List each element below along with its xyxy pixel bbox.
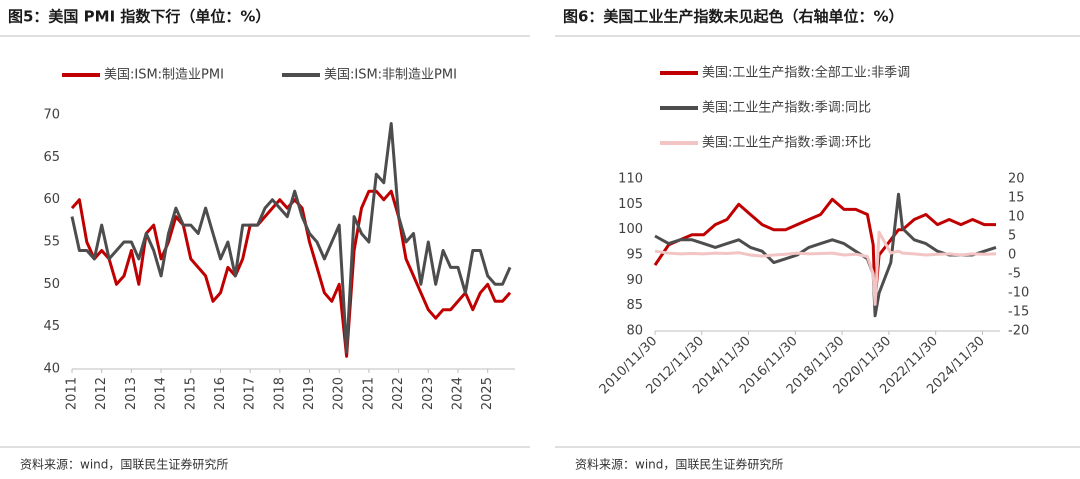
- y2-tick-label: 20: [1008, 172, 1025, 187]
- x-tick-label: 2019: [302, 377, 317, 410]
- y2-tick-label: -10: [1008, 286, 1029, 301]
- y-tick-label: 90: [626, 273, 643, 288]
- y-tick-label: 50: [43, 277, 60, 292]
- series-line: [654, 192, 997, 318]
- legend-label: 美国:ISM:制造业PMI: [104, 68, 224, 83]
- legend-label: 美国:工业生产指数:季调:环比: [702, 136, 871, 151]
- x-tick-label: 2022: [391, 377, 406, 410]
- x-tick-label: 2016: [213, 377, 228, 410]
- series-line: [70, 122, 512, 354]
- series-line: [70, 189, 512, 358]
- x-tick-label: 2011: [65, 377, 80, 410]
- x-tick-label: 2015: [183, 377, 198, 410]
- x-tick-label: 2018: [272, 377, 287, 410]
- y-tick-label: 105: [618, 197, 643, 212]
- legend-label: 美国:工业生产指数:季调:同比: [702, 101, 871, 116]
- source-note: 资料来源：wind，国联民生证券研究所: [20, 457, 228, 472]
- x-tick-label: 2014: [154, 377, 169, 410]
- x-tick-label: 2021: [361, 377, 376, 410]
- x-tick-label: 2017: [243, 377, 258, 410]
- y-tick-label: 95: [626, 248, 643, 263]
- x-tick-label: 2012: [94, 377, 109, 410]
- x-tick-label: 2025: [480, 377, 495, 410]
- y-tick-label: 70: [43, 108, 60, 123]
- y-tick-label: 85: [626, 298, 643, 313]
- series-line: [653, 197, 996, 303]
- panel-title: 图6：美国工业生产指数未见起色（右轴单位：%）: [563, 8, 903, 26]
- y-tick-label: 40: [43, 362, 60, 377]
- y2-tick-label: 15: [1008, 191, 1025, 206]
- y2-tick-label: 5: [1008, 229, 1016, 244]
- y-tick-label: 55: [43, 235, 60, 250]
- y-tick-label: 100: [618, 222, 643, 237]
- x-tick-label: 2024: [450, 377, 465, 410]
- y2-tick-label: -20: [1008, 324, 1029, 339]
- y2-tick-label: -15: [1008, 305, 1029, 320]
- series-line: [654, 230, 997, 306]
- y-tick-label: 65: [43, 150, 60, 165]
- y-tick-label: 45: [43, 319, 60, 334]
- y2-tick-label: 10: [1008, 210, 1025, 225]
- y-tick-label: 110: [618, 172, 643, 187]
- y2-tick-label: -5: [1008, 267, 1021, 282]
- panel-title: 图5：美国 PMI 指数下行（单位：%）: [8, 8, 270, 26]
- x-tick-label: 2020: [332, 377, 347, 410]
- y-tick-label: 80: [626, 324, 643, 339]
- legend-label: 美国:ISM:非制造业PMI: [324, 68, 457, 83]
- y2-tick-label: 0: [1008, 248, 1016, 263]
- y-tick-label: 60: [43, 192, 60, 207]
- source-note: 资料来源：wind，国联民生证券研究所: [575, 457, 783, 472]
- x-tick-label: 2013: [124, 377, 139, 410]
- legend-label: 美国:工业生产指数:全部工业:非季调: [702, 65, 910, 81]
- x-tick-label: 2023: [421, 377, 436, 410]
